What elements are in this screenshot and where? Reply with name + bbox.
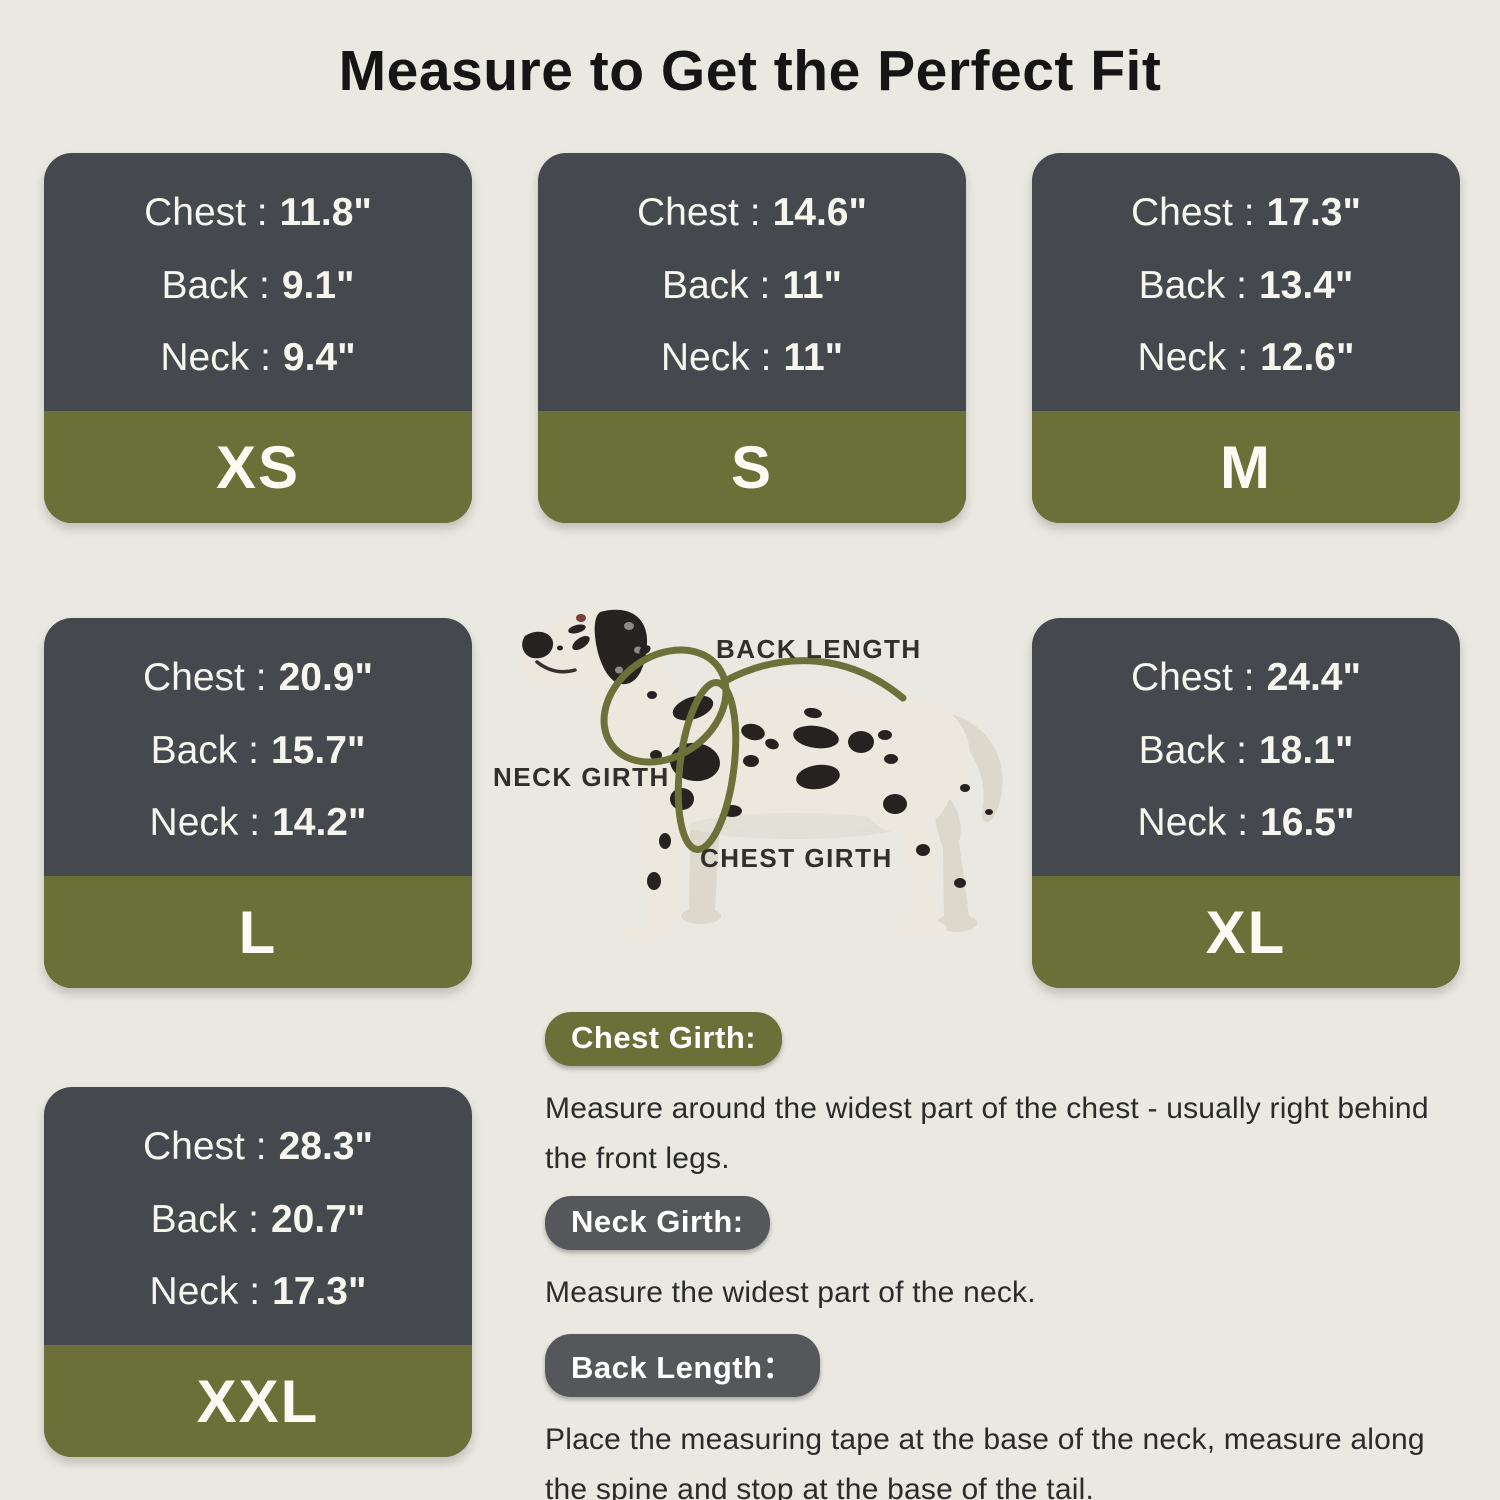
back-label: Back : [661,263,771,307]
neck-value: 9.4" [282,336,356,380]
back-value: 13.4" [1258,263,1354,307]
dog-head-details [522,609,648,685]
chest-label: Chest : [143,1124,267,1168]
neck-row: Neck :9.4" [44,338,472,377]
neck-value: 16.5" [1260,801,1355,845]
back-label: Back : [1138,728,1247,772]
chest-value: 17.3" [1266,190,1361,234]
chest-row: Chest :17.3" [1032,193,1460,232]
size-banner-s: S [538,411,966,523]
dog-illustration [519,609,1003,941]
neck-value: 14.2" [272,801,367,845]
size-card-m: Chest :17.3" Back :13.4" Neck :12.6" M [1032,153,1460,523]
back-value: 9.1" [281,263,355,307]
measurement-rows: Chest :14.6" Back :11" Neck :11" [538,153,966,411]
back-value: 18.1" [1258,728,1354,772]
neck-row: Neck :16.5" [1032,803,1460,842]
back-length-badge: Back Length： [545,1334,821,1397]
chest-value: 24.4" [1266,655,1361,699]
measurement-rows: Chest :20.9" Back :15.7" Neck :14.2" [44,618,472,876]
neck-row: Neck :11" [538,338,966,377]
chest-girth-description: Measure around the widest part of the ch… [545,1092,1429,1175]
neck-row: Neck :17.3" [44,1272,472,1311]
chest-label: Chest : [1131,655,1255,699]
back-length-guide: Back Length： Place the measuring tape at… [545,1334,1463,1500]
chest-label: Chest : [637,190,761,234]
back-length-line [723,657,907,702]
back-label: Back : [150,728,259,772]
size-card-xxl: Chest :28.3" Back :20.7" Neck :17.3" XXL [44,1087,472,1457]
size-banner-l: L [44,876,472,988]
size-card-s: Chest :14.6" Back :11" Neck :11" S [538,153,966,523]
chest-value: 11.8" [279,190,372,234]
chest-value: 14.6" [772,190,867,234]
chest-label: Chest : [143,655,267,699]
neck-girth-guide: Neck Girth: Measure the widest part of t… [545,1196,1463,1318]
neck-label: Neck : [149,801,261,845]
neck-label: Neck : [149,1270,261,1314]
neck-girth-line [600,646,730,766]
back-label: Back : [1138,263,1247,307]
back-row: Back :11" [538,266,966,305]
neck-row: Neck :14.2" [44,803,472,842]
chest-girth-label: CHEST GIRTH [700,843,893,873]
neck-label: Neck : [1137,336,1249,380]
back-value: 15.7" [270,728,366,772]
chest-row: Chest :28.3" [44,1127,472,1166]
size-card-xs: Chest :11.8" Back :9.1" Neck :9.4" XS [44,153,472,523]
neck-value: 12.6" [1260,336,1355,380]
chest-girth-guide: Chest Girth: Measure around the widest p… [545,1012,1463,1184]
chest-row: Chest :20.9" [44,658,472,697]
chest-row: Chest :14.6" [538,193,966,232]
back-row: Back :15.7" [44,731,472,770]
back-row: Back :13.4" [1032,266,1460,305]
chest-label: Chest : [1131,190,1255,234]
back-row: Back :9.1" [44,266,472,305]
back-row: Back :20.7" [44,1200,472,1239]
measurement-rows: Chest :11.8" Back :9.1" Neck :9.4" [44,153,472,411]
chest-girth-badge: Chest Girth: [545,1012,783,1066]
dog-tail [931,710,1003,822]
measurement-rows: Chest :28.3" Back :20.7" Neck :17.3" [44,1087,472,1345]
measuring-lines [600,646,907,853]
dog-head-spot-red [576,614,586,622]
chest-value: 28.3" [278,1124,373,1168]
back-row: Back :18.1" [1032,731,1460,770]
size-banner-xs: XS [44,411,472,523]
page-title: Measure to Get the Perfect Fit [338,39,1162,103]
neck-row: Neck :12.6" [1032,338,1460,377]
size-banner-xxl: XXL [44,1345,472,1457]
size-banner-m: M [1032,411,1460,523]
chest-girth-line [674,679,740,853]
neck-label: Neck : [160,336,271,380]
neck-value: 11" [783,336,844,380]
measurement-rows: Chest :17.3" Back :13.4" Neck :12.6" [1032,153,1460,411]
measurement-rows: Chest :24.4" Back :18.1" Neck :16.5" [1032,618,1460,876]
neck-girth-label: NECK GIRTH [493,762,670,792]
neck-girth-description: Measure the widest part of the neck. [545,1276,1036,1309]
chest-label: Chest : [144,190,268,234]
size-card-xl: Chest :24.4" Back :18.1" Neck :16.5" XL [1032,618,1460,988]
neck-label: Neck : [1137,801,1249,845]
neck-girth-badge: Neck Girth: [545,1196,770,1250]
back-value: 20.7" [270,1197,366,1241]
neck-label: Neck : [660,336,772,380]
back-value: 11" [782,263,843,307]
back-length-description: Place the measuring tape at the base of … [545,1423,1425,1500]
back-label: Back : [150,1197,259,1241]
chest-value: 20.9" [278,655,373,699]
chest-row: Chest :24.4" [1032,658,1460,697]
back-label: Back : [161,263,270,307]
back-length-label: BACK LENGTH [716,634,922,664]
size-banner-xl: XL [1032,876,1460,988]
chest-row: Chest :11.8" [44,193,472,232]
dog-nose [522,631,554,659]
size-card-l: Chest :20.9" Back :15.7" Neck :14.2" L [44,618,472,988]
neck-value: 17.3" [272,1270,367,1314]
dog-mouth [535,660,577,674]
